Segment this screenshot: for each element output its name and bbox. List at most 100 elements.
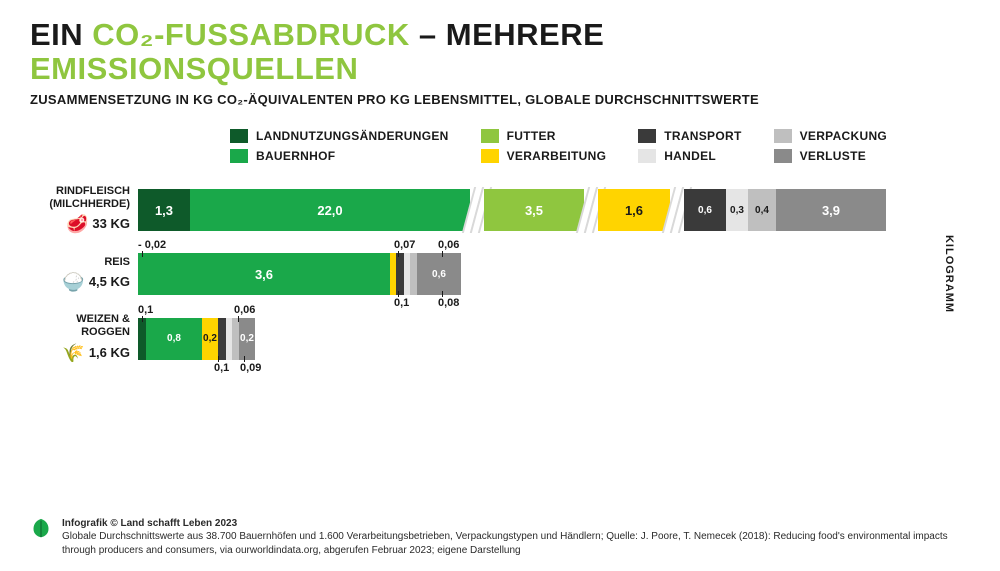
bar-segment [218, 318, 226, 360]
axis-break [470, 189, 484, 231]
title-part1: EIN [30, 17, 92, 52]
legend-item: HANDEL [638, 149, 741, 163]
leaf-icon [30, 517, 52, 539]
row-header: REIS 🍚4,5 KG [30, 256, 138, 294]
legend-swatch [638, 129, 656, 143]
bar-segment: 0,6 [684, 189, 726, 231]
legend-label: LANDNUTZUNGSÄNDERUNGEN [256, 129, 449, 143]
legend-item: FUTTER [481, 129, 607, 143]
row-total: 🥩33 KG [30, 214, 130, 235]
callout-label: - 0,02 [138, 239, 166, 251]
bar-segment: 3,6 [138, 253, 390, 295]
legend-swatch [230, 149, 248, 163]
callout-label: 0,06 [234, 304, 255, 316]
bar-segment [138, 318, 146, 360]
legend-label: VERPACKUNG [800, 129, 887, 143]
footer-line1: Infografik © Land schafft Leben 2023 [62, 518, 237, 529]
legend: LANDNUTZUNGSÄNDERUNGEN FUTTER TRANSPORT VER… [0, 113, 887, 185]
legend-label: VERLUSTE [800, 149, 866, 163]
segment-value: 0,3 [730, 205, 744, 216]
legend-item: VERLUSTE [774, 149, 887, 163]
legend-item: LANDNUTZUNGSÄNDERUNGEN [230, 129, 449, 143]
subtitle: ZUSAMMENSETZUNG IN KG CO₂-ÄQUIVALENTEN P… [30, 92, 970, 107]
row-total: 🌾1,6 KG [30, 343, 130, 364]
row-header: WEIZEN &ROGGEN 🌾1,6 KG [30, 313, 138, 363]
stacked-bar: 1,3 22,0 3,5 1,6 0,6 0,3 0,4 3,9 [138, 189, 886, 231]
segment-value: 3,9 [822, 203, 840, 218]
callout-label: 0,1 [214, 362, 229, 374]
segment-value: 0,4 [755, 205, 769, 216]
row-name: WEIZEN &ROGGEN [30, 313, 130, 338]
legend-label: BAUERNHOF [256, 149, 335, 163]
title: EIN CO₂-FUSSABDRUCK – MEHRERE EMISSIONSQ… [30, 18, 970, 86]
segment-value: 0,2 [240, 333, 254, 344]
legend-swatch [230, 129, 248, 143]
food-icon: 🌾 [62, 343, 84, 364]
bar-segment: 3,5 [484, 189, 584, 231]
legend-item: TRANSPORT [638, 129, 741, 143]
row-name: REIS [30, 256, 130, 269]
segment-value: 0,2 [203, 333, 217, 344]
bar-segment [396, 253, 404, 295]
bar-segment: 0,3 [726, 189, 748, 231]
segment-value: 0,6 [432, 269, 446, 280]
legend-label: HANDEL [664, 149, 716, 163]
title-part2: CO₂-FUSSABDRUCK [92, 17, 410, 52]
bar-segment: 0,2 [239, 318, 255, 360]
stacked-bar: 0,80,20,20,10,060,10,09 [138, 318, 255, 360]
segment-value: 22,0 [317, 203, 342, 218]
footer-line2: Globale Durchschnittswerte aus 38.700 Ba… [62, 531, 948, 556]
callout-label: 0,08 [438, 297, 459, 309]
callout-label: 0,09 [240, 362, 261, 374]
legend-swatch [481, 129, 499, 143]
food-icon: 🍚 [62, 272, 84, 293]
legend-label: FUTTER [507, 129, 556, 143]
header: EIN CO₂-FUSSABDRUCK – MEHRERE EMISSIONSQ… [0, 0, 1000, 113]
segment-value: 0,6 [698, 205, 712, 216]
chart-row: WEIZEN &ROGGEN🌾1,6 KG0,80,20,20,10,060,1… [30, 313, 950, 363]
legend-label: VERARBEITUNG [507, 149, 607, 163]
bar-segment: 0,2 [202, 318, 218, 360]
callout-label: 0,07 [394, 239, 415, 251]
footer: Infografik © Land schafft Leben 2023 Glo… [30, 517, 970, 558]
bar-segment [232, 318, 239, 360]
row-total: 🍚4,5 KG [30, 272, 130, 293]
row-header: RINDFLEISCH(MILCHHERDE) 🥩33 KG [30, 185, 138, 235]
title-part4: EMISSIONSQUELLEN [30, 51, 358, 86]
bar-segment: 1,6 [598, 189, 670, 231]
bar-segment: 1,3 [138, 189, 190, 231]
chart: RINDFLEISCH(MILCHHERDE)🥩33 KG1,322,03,51… [0, 185, 1000, 364]
legend-item: VERARBEITUNG [481, 149, 607, 163]
segment-value: 3,5 [525, 203, 543, 218]
bar-segment [410, 253, 417, 295]
bar-segment: 0,8 [146, 318, 202, 360]
title-part3: – MEHRERE [410, 17, 604, 52]
legend-swatch [774, 129, 792, 143]
y-axis-label: KILOGRAMM [943, 235, 955, 313]
legend-item: BAUERNHOF [230, 149, 449, 163]
callout-label: 0,06 [438, 239, 459, 251]
bar-segment: 3,9 [776, 189, 886, 231]
chart-row: RINDFLEISCH(MILCHHERDE)🥩33 KG1,322,03,51… [30, 185, 950, 235]
callout-label: 0,1 [138, 304, 153, 316]
legend-swatch [638, 149, 656, 163]
bar-segment: 22,0 [190, 189, 470, 231]
legend-item: VERPACKUNG [774, 129, 887, 143]
chart-row: REIS🍚4,5 KG3,60,6- 0,020,070,060,10,08 [30, 253, 950, 295]
food-icon: 🥩 [66, 214, 88, 235]
stacked-bar: 3,60,6- 0,020,070,060,10,08 [138, 253, 461, 295]
segment-value: 1,3 [155, 203, 173, 218]
legend-swatch [774, 149, 792, 163]
callout-label: 0,1 [394, 297, 409, 309]
axis-break [584, 189, 598, 231]
legend-swatch [481, 149, 499, 163]
segment-value: 0,8 [167, 333, 181, 344]
bar-segment: 0,6 [417, 253, 461, 295]
segment-value: 1,6 [625, 203, 643, 218]
row-name: RINDFLEISCH(MILCHHERDE) [30, 185, 130, 210]
bar-segment: 0,4 [748, 189, 776, 231]
legend-label: TRANSPORT [664, 129, 741, 143]
axis-break [670, 189, 684, 231]
footer-text: Infografik © Land schafft Leben 2023 Glo… [62, 517, 970, 558]
segment-value: 3,6 [255, 267, 273, 282]
